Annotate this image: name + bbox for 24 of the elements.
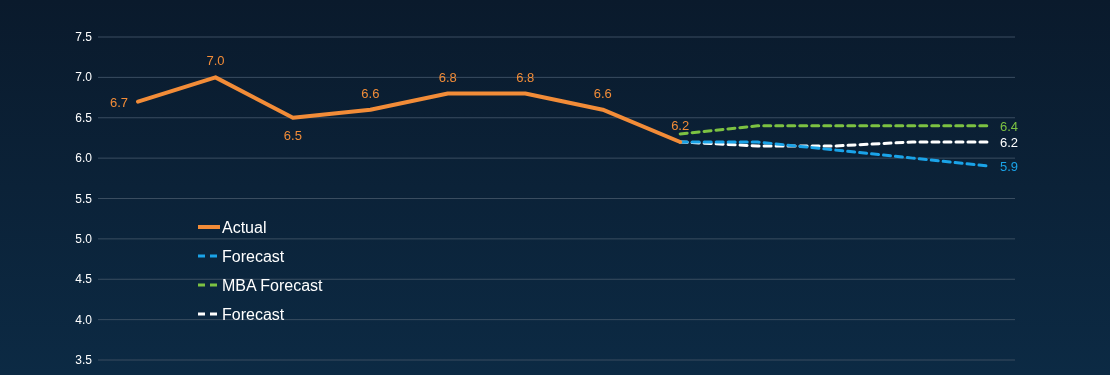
data-label: 6.5 [283,127,302,143]
legend-label: MBA Forecast [222,277,324,294]
data-label: 6.6 [361,85,380,101]
data-label: 6.8 [516,69,535,85]
data-label: 5.9 [1000,159,1019,175]
y-tick-label: 4.0 [75,312,93,327]
data-label: 6.6 [593,85,612,101]
legend-label: Forecast [222,248,285,265]
data-label: 7.0 [206,53,225,69]
y-tick-label: 3.5 [75,353,93,367]
data-label: 6.2 [1000,134,1019,150]
data-label: 6.8 [438,69,457,85]
y-tick-label: 6.0 [75,151,93,166]
data-label: 6.7 [109,94,128,110]
data-label: 6.2 [671,117,690,133]
y-tick-label: 7.5 [75,30,93,44]
y-tick-label: 6.5 [75,110,93,125]
data-label: 6.4 [1000,118,1019,134]
legend-label: Forecast [222,306,285,323]
y-tick-label: 4.5 [75,272,93,287]
legend-label: Actual [222,219,267,236]
y-tick-label: 5.0 [75,231,93,246]
y-tick-label: 5.5 [75,191,93,206]
y-tick-label: 7.0 [75,70,93,85]
